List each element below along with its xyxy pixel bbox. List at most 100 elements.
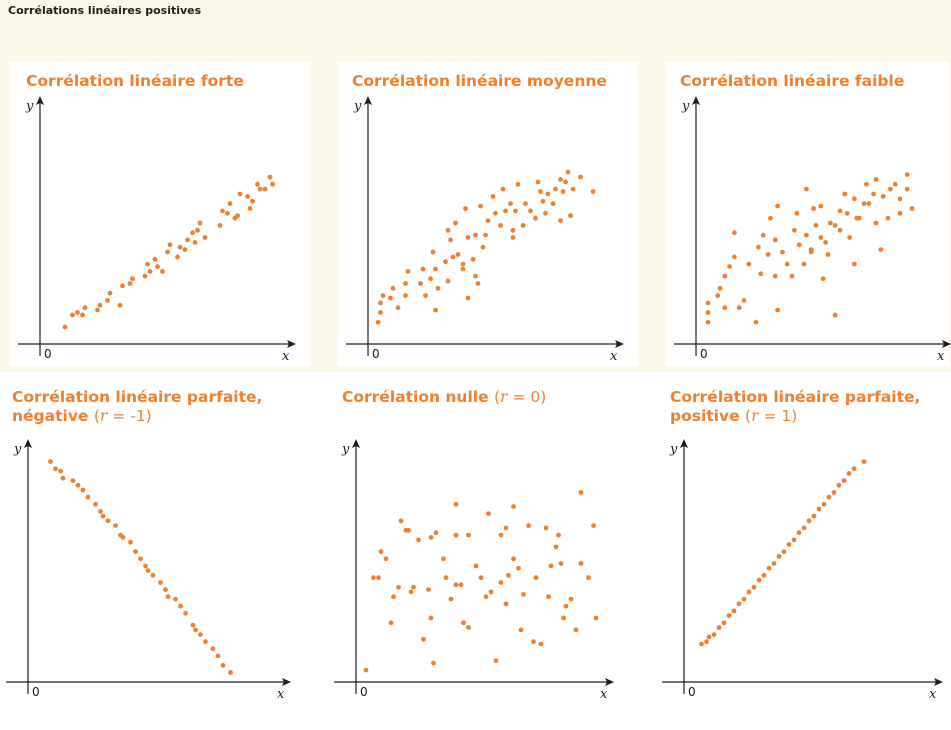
chart-title: Corrélation linéaire forte <box>26 72 244 91</box>
data-point <box>403 293 408 298</box>
chart-title-line2: négative (r = -1) <box>12 407 262 426</box>
data-point <box>579 490 584 495</box>
data-point <box>504 601 509 606</box>
data-point <box>852 262 857 267</box>
data-point <box>98 303 103 308</box>
x-axis-label: x <box>937 349 945 364</box>
data-point <box>491 194 496 199</box>
data-point <box>454 533 459 538</box>
data-point <box>479 575 484 580</box>
data-point <box>406 269 411 274</box>
data-point <box>474 564 479 569</box>
r-symbol: r <box>100 407 107 425</box>
data-point <box>727 264 732 269</box>
data-point <box>476 281 481 286</box>
data-point <box>809 247 814 252</box>
data-point <box>539 642 544 647</box>
data-point <box>777 554 782 559</box>
data-point <box>203 235 208 240</box>
data-point <box>183 611 188 616</box>
data-point <box>804 233 809 238</box>
data-point <box>792 537 797 542</box>
data-point <box>416 537 421 542</box>
data-point <box>823 240 828 245</box>
data-point <box>454 502 459 507</box>
data-point <box>378 301 383 306</box>
data-point <box>190 230 195 235</box>
y-axis-label: y <box>13 442 22 457</box>
x-axis-label: x <box>929 687 937 702</box>
data-point <box>766 252 771 257</box>
data-point <box>571 187 576 192</box>
data-point <box>538 189 543 194</box>
data-point <box>558 177 563 182</box>
data-point <box>586 575 591 580</box>
chart-title-text: Corrélation linéaire forte <box>26 72 244 90</box>
origin-label: 0 <box>44 347 52 361</box>
data-point <box>58 469 63 474</box>
data-point <box>722 274 727 279</box>
data-point <box>228 670 233 675</box>
data-point <box>594 616 599 621</box>
data-point <box>531 639 536 644</box>
data-point <box>454 582 459 587</box>
data-point <box>812 514 817 519</box>
chart-panel-null: x y 0 Corrélation nulle (r = 0) <box>328 380 648 710</box>
data-point <box>866 201 871 206</box>
chart-panel-medium: xy0 Corrélation linéaire moyenne <box>338 62 638 366</box>
data-point <box>113 523 118 528</box>
data-point <box>754 320 759 325</box>
data-point <box>523 201 528 206</box>
data-point <box>166 594 171 599</box>
data-point <box>195 228 200 233</box>
data-point <box>559 561 564 566</box>
data-point <box>396 305 401 310</box>
data-point <box>473 274 478 279</box>
data-point <box>561 616 566 621</box>
data-point <box>118 303 123 308</box>
data-point <box>443 259 448 264</box>
data-point <box>143 274 148 279</box>
data-point <box>833 223 838 228</box>
data-point <box>235 213 240 218</box>
chart-title: Corrélation nulle (r = 0) <box>342 388 546 407</box>
data-point <box>433 308 438 313</box>
data-point <box>98 509 103 514</box>
data-point <box>773 274 778 279</box>
chart-title-line2-text: positive <box>670 407 740 425</box>
data-point <box>762 573 767 578</box>
data-point <box>772 561 777 566</box>
data-point <box>521 592 526 597</box>
data-point <box>379 549 384 554</box>
chart-title: Corrélation linéaire moyenne <box>352 72 607 91</box>
data-point <box>818 235 823 240</box>
data-point <box>228 201 233 206</box>
data-point <box>128 281 133 286</box>
data-point <box>528 209 533 214</box>
data-point <box>198 221 203 226</box>
data-point <box>499 580 504 585</box>
data-point <box>449 597 454 602</box>
data-point <box>221 663 226 668</box>
chart-title-line2: positive (r = 1) <box>670 407 920 426</box>
data-point <box>456 252 461 257</box>
data-point <box>461 267 466 272</box>
data-point <box>486 218 491 223</box>
data-point <box>775 204 780 209</box>
data-point <box>706 301 711 306</box>
data-point <box>857 216 862 221</box>
data-point <box>163 587 168 592</box>
data-point <box>191 623 196 628</box>
y-axis-label: y <box>353 99 362 114</box>
data-point <box>211 646 216 651</box>
data-point <box>429 535 434 540</box>
data-point <box>768 216 773 221</box>
data-point <box>516 182 521 187</box>
data-point <box>143 564 148 569</box>
data-point <box>756 245 761 250</box>
data-point <box>225 211 230 216</box>
chart-title: Corrélation linéaire faible <box>680 72 904 91</box>
data-point <box>396 585 401 590</box>
data-point <box>722 620 727 625</box>
r-annotation: (r = 0) <box>494 388 546 406</box>
